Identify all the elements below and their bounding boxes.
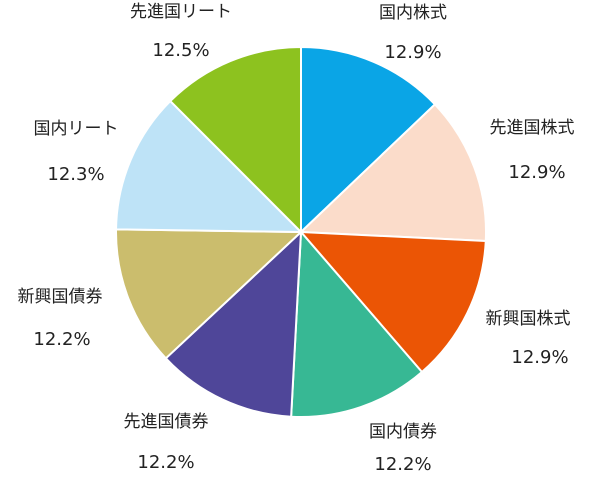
slice-6 (115, 228, 302, 360)
slice-value-label-5: 12.2% (137, 452, 194, 473)
slice-3 (300, 231, 487, 373)
slice-4 (290, 231, 423, 418)
slice-label-8: 先進国リート (130, 2, 232, 22)
slice-label-5: 先進国債券 (124, 412, 209, 432)
slice-label-4: 国内債券 (369, 422, 437, 442)
slice-value-label-1: 12.9% (384, 42, 441, 63)
pie-slices (115, 46, 487, 418)
slice-label-3: 新興国株式 (486, 309, 571, 329)
slice-value-label-2: 12.9% (508, 162, 565, 183)
slice-value-label-7: 12.3% (47, 164, 104, 185)
slice-7 (115, 100, 302, 233)
slice-1 (300, 46, 436, 233)
slice-value-label-3: 12.9% (511, 347, 568, 368)
slice-5 (164, 231, 302, 418)
pie-labels: 国内株式 12.9% 先進国株式 12.9% 新興国株式 12.9% 国内債券 12.2% 先進… (18, 2, 575, 475)
slice-label-2: 先進国株式 (490, 118, 575, 138)
slice-value-label-6: 12.2% (33, 329, 90, 350)
slice-label-6: 新興国債券 (18, 287, 103, 307)
slice-value-label-8: 12.5% (152, 40, 209, 61)
slice-8 (169, 46, 302, 233)
slice-label-1: 国内株式 (379, 3, 447, 23)
slice-2 (300, 103, 487, 242)
slice-value-label-4: 12.2% (374, 454, 431, 475)
slice-label-7: 国内リート (34, 119, 119, 139)
